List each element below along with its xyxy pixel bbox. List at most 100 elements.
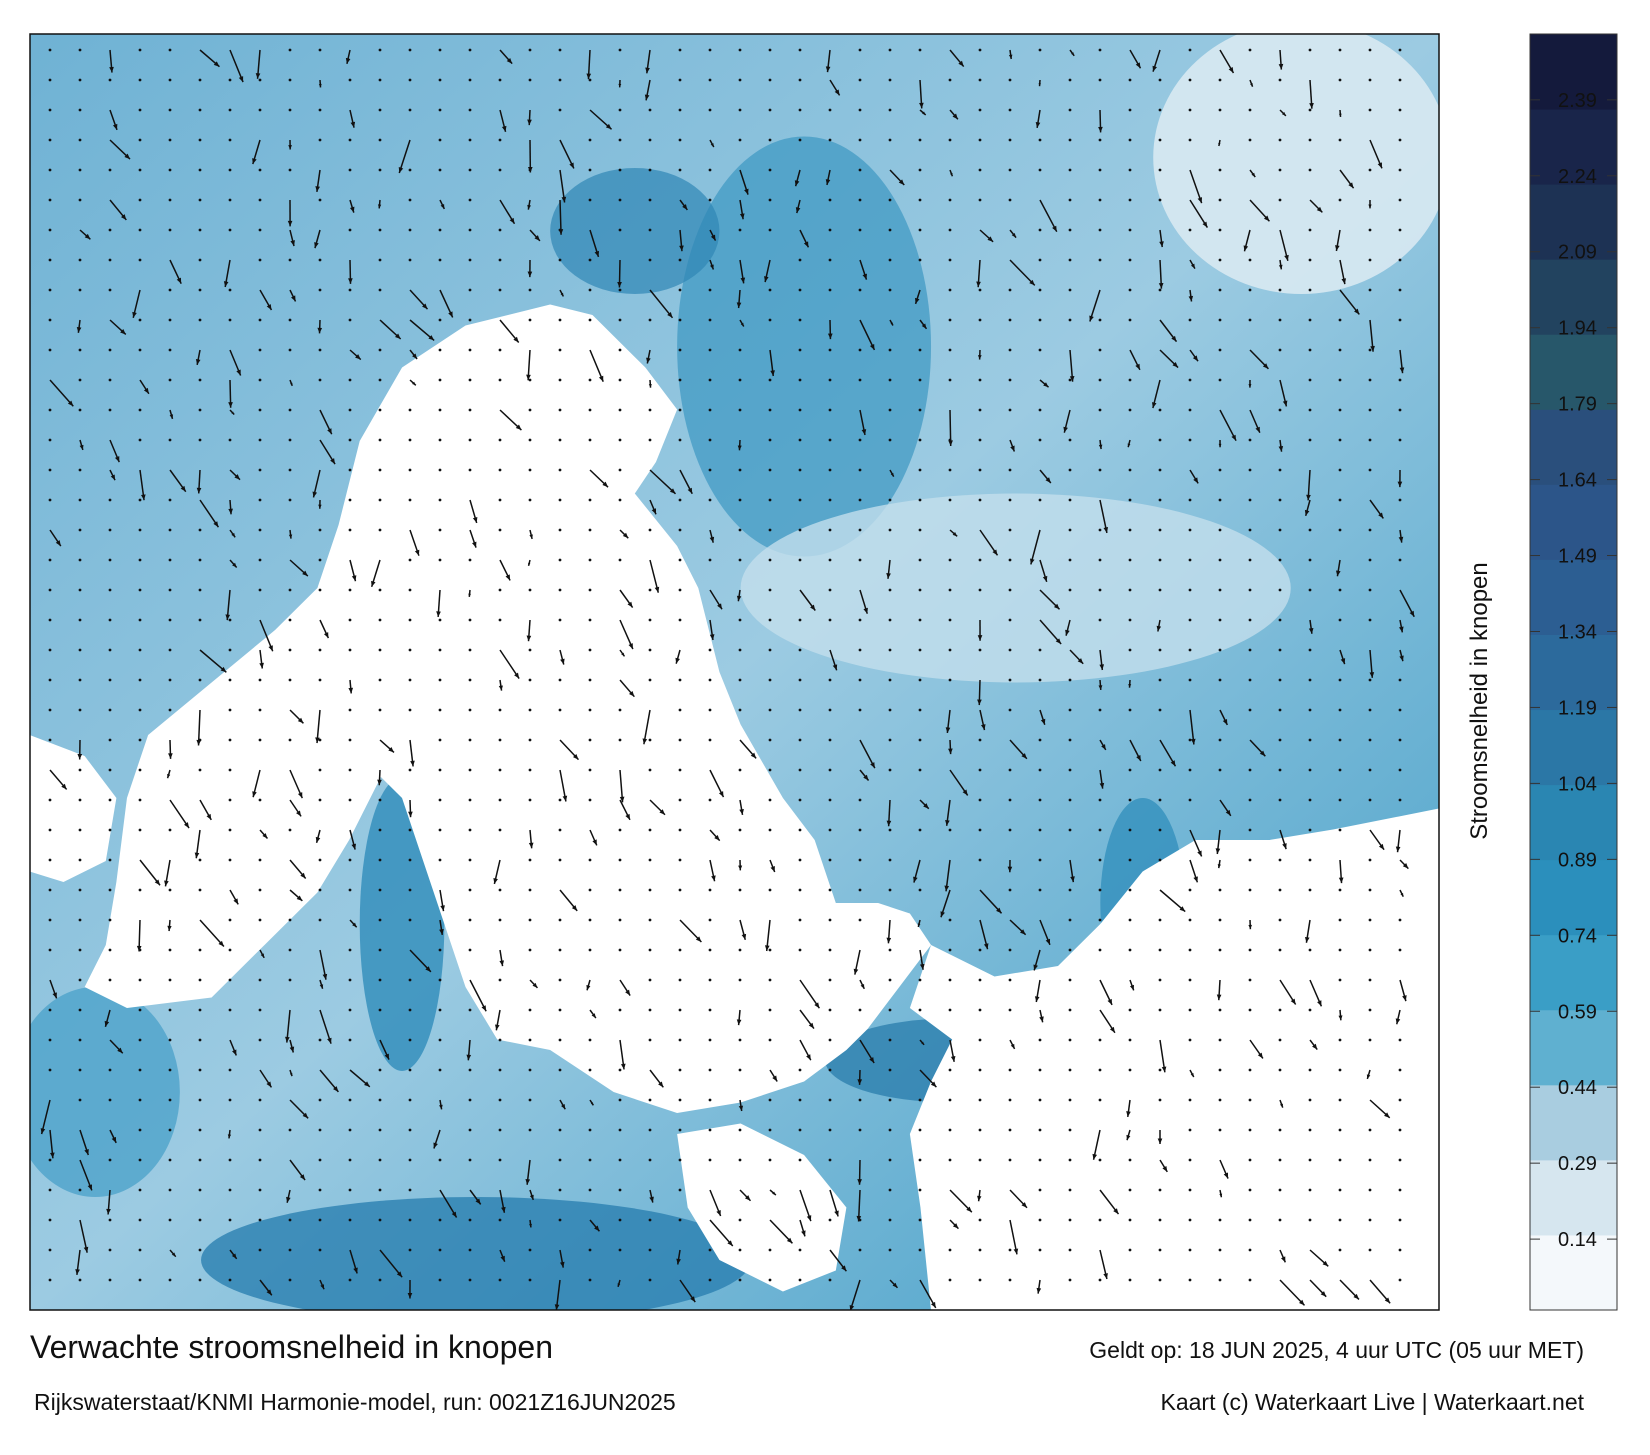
arrow-dot xyxy=(979,49,982,52)
arrow-dot xyxy=(349,499,352,502)
arrow-dot xyxy=(1369,739,1372,742)
arrow-dot xyxy=(1189,769,1192,772)
arrow-dot xyxy=(1069,889,1072,892)
arrow-dot xyxy=(829,1039,832,1042)
arrow-dot xyxy=(649,199,652,202)
arrow-dot xyxy=(589,919,592,922)
arrow-dot xyxy=(949,289,952,292)
arrow-dot xyxy=(289,949,292,952)
arrow-dot xyxy=(1009,709,1012,712)
arrow-dot xyxy=(1219,79,1222,82)
arrow-dot xyxy=(79,1039,82,1042)
arrow-dot xyxy=(979,169,982,172)
arrow-dot xyxy=(739,1069,742,1072)
arrow-dot xyxy=(1189,409,1192,412)
arrow-dot xyxy=(1339,469,1342,472)
arrow-dot xyxy=(469,49,472,52)
arrow-dot xyxy=(469,79,472,82)
arrow-dot xyxy=(1099,529,1102,532)
arrow-dot xyxy=(679,1129,682,1132)
arrow-dot xyxy=(919,559,922,562)
arrow-dot xyxy=(319,769,322,772)
arrow-dot xyxy=(1309,319,1312,322)
arrow-dot xyxy=(889,1099,892,1102)
arrow-dot xyxy=(1009,199,1012,202)
arrow-dot xyxy=(199,1129,202,1132)
arrow-dot xyxy=(1159,199,1162,202)
arrow-dot xyxy=(49,469,52,472)
arrow-dot xyxy=(1129,319,1132,322)
arrow-dot xyxy=(439,1219,442,1222)
arrow-dot xyxy=(409,589,412,592)
arrow-dot xyxy=(439,169,442,172)
arrow-dot xyxy=(499,1159,502,1162)
arrow-dot xyxy=(709,1159,712,1162)
arrow-dot xyxy=(469,1279,472,1282)
arrow-dot xyxy=(1069,289,1072,292)
arrow-dot xyxy=(1159,1099,1162,1102)
arrow-dot xyxy=(469,829,472,832)
arrow-dot xyxy=(529,409,532,412)
arrow-dot xyxy=(1219,619,1222,622)
arrow-dot xyxy=(889,889,892,892)
arrow-dot xyxy=(349,709,352,712)
arrow-dot xyxy=(79,289,82,292)
arrow-dot xyxy=(199,319,202,322)
arrow-dot xyxy=(1219,559,1222,562)
arrow-dot xyxy=(559,559,562,562)
arrow-dot xyxy=(1399,139,1402,142)
arrow-dot xyxy=(1129,499,1132,502)
arrow-dot xyxy=(589,1069,592,1072)
arrow-dot xyxy=(1249,979,1252,982)
arrow-dot xyxy=(1099,559,1102,562)
arrow-dot xyxy=(889,1159,892,1162)
arrow-dot xyxy=(139,739,142,742)
arrow-dot xyxy=(889,859,892,862)
arrow-dot xyxy=(1159,979,1162,982)
arrow-dot xyxy=(199,79,202,82)
arrow-dot xyxy=(529,889,532,892)
arrow-dot xyxy=(229,709,232,712)
arrow-dot xyxy=(1219,649,1222,652)
arrow-dot xyxy=(559,469,562,472)
arrow-dot xyxy=(859,649,862,652)
arrow-dot xyxy=(1219,289,1222,292)
arrow-dot xyxy=(1129,919,1132,922)
arrow-dot xyxy=(469,349,472,352)
arrow-dot xyxy=(469,409,472,412)
arrow-dot xyxy=(799,79,802,82)
arrow-dot xyxy=(799,619,802,622)
arrow-dot xyxy=(139,829,142,832)
arrow-dot xyxy=(649,919,652,922)
arrow-dot xyxy=(139,769,142,772)
arrow-dot xyxy=(619,439,622,442)
arrow-dot xyxy=(1189,79,1192,82)
arrow-dot xyxy=(79,1069,82,1072)
arrow-dot xyxy=(349,619,352,622)
arrow-dot xyxy=(769,1279,772,1282)
arrow-dot xyxy=(889,1219,892,1222)
arrow-dot xyxy=(859,619,862,622)
arrow-dot xyxy=(409,919,412,922)
arrow-dot xyxy=(739,499,742,502)
arrow-dot xyxy=(229,79,232,82)
arrow-dot xyxy=(499,499,502,502)
arrow-dot xyxy=(679,559,682,562)
arrow-dot xyxy=(259,439,262,442)
arrow-dot xyxy=(919,379,922,382)
arrow-dot xyxy=(979,109,982,112)
arrow-dot xyxy=(559,379,562,382)
arrow-dot xyxy=(889,949,892,952)
arrow-dot xyxy=(589,859,592,862)
arrow-dot xyxy=(1399,1219,1402,1222)
arrow-dot xyxy=(439,1249,442,1252)
arrow-dot xyxy=(649,739,652,742)
arrow-dot xyxy=(799,799,802,802)
arrow-dot xyxy=(739,349,742,352)
arrow-dot xyxy=(1279,409,1282,412)
arrow-dot xyxy=(199,1069,202,1072)
arrow-dot xyxy=(319,739,322,742)
arrow-dot xyxy=(1189,319,1192,322)
arrow-dot xyxy=(709,109,712,112)
arrow-dot xyxy=(709,739,712,742)
